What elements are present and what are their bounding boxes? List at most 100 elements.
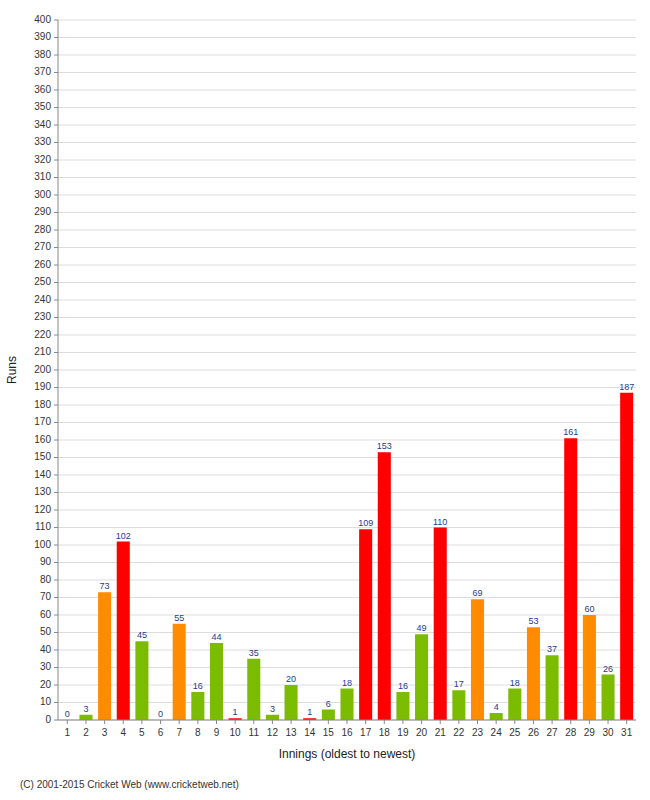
y-tick-label: 380 xyxy=(34,49,51,60)
grid-line xyxy=(58,55,636,56)
x-tick-label: 21 xyxy=(435,727,447,738)
x-tick xyxy=(272,720,273,724)
grid-line xyxy=(58,212,636,213)
bar xyxy=(285,685,298,720)
data-label: 73 xyxy=(100,581,110,591)
grid-line xyxy=(58,597,636,598)
x-tick-label: 8 xyxy=(195,727,201,738)
y-tick-label: 80 xyxy=(40,574,52,585)
bar xyxy=(191,692,204,720)
x-tick xyxy=(421,720,422,724)
grid xyxy=(58,20,636,720)
x-tick-label: 10 xyxy=(230,727,242,738)
y-tick-label: 170 xyxy=(34,416,51,427)
y-tick xyxy=(54,510,58,511)
grid-line xyxy=(58,720,636,721)
x-tick-label: 9 xyxy=(214,727,220,738)
y-tick-label: 320 xyxy=(34,154,51,165)
y-tick-label: 180 xyxy=(34,399,51,410)
y-tick xyxy=(54,720,58,721)
data-label: 110 xyxy=(433,517,447,527)
x-tick xyxy=(85,720,86,724)
bar xyxy=(471,599,484,720)
x-tick-label: 6 xyxy=(158,727,164,738)
y-tick-label: 360 xyxy=(34,84,51,95)
grid-line xyxy=(58,405,636,406)
y-tick xyxy=(54,72,58,73)
x-tick-label: 30 xyxy=(602,727,614,738)
y-tick xyxy=(54,440,58,441)
x-tick-label: 31 xyxy=(621,727,633,738)
data-label: 153 xyxy=(377,441,392,451)
y-tick xyxy=(54,212,58,213)
x-tick xyxy=(440,720,441,724)
data-label: 35 xyxy=(249,648,259,658)
y-tick-label: 100 xyxy=(34,539,51,550)
y-tick xyxy=(54,90,58,91)
x-tick xyxy=(291,720,292,724)
grid-line xyxy=(58,317,636,318)
grid-line xyxy=(58,230,636,231)
x-tick xyxy=(514,720,515,724)
x-tick xyxy=(67,720,68,724)
y-tick xyxy=(54,195,58,196)
y-tick xyxy=(54,370,58,371)
data-label: 60 xyxy=(584,604,594,614)
x-tick-label: 13 xyxy=(286,727,298,738)
y-tick xyxy=(54,142,58,143)
x-tick-label: 12 xyxy=(267,727,279,738)
grid-line xyxy=(58,335,636,336)
data-label: 6 xyxy=(326,699,331,709)
grid-line xyxy=(58,492,636,493)
y-tick-label: 220 xyxy=(34,329,51,340)
y-tick xyxy=(54,55,58,56)
y-tick xyxy=(54,580,58,581)
y-tick xyxy=(54,527,58,528)
y-tick xyxy=(54,230,58,231)
grid-line xyxy=(58,195,636,196)
y-axis-label: Runs xyxy=(5,356,19,384)
grid-line xyxy=(58,177,636,178)
bar xyxy=(434,528,447,721)
grid-line xyxy=(58,475,636,476)
y-tick-label: 130 xyxy=(34,486,51,497)
x-tick-label: 1 xyxy=(65,727,71,738)
data-label: 69 xyxy=(473,588,483,598)
x-tick xyxy=(235,720,236,724)
data-label: 55 xyxy=(174,613,184,623)
y-tick-label: 330 xyxy=(34,136,51,147)
x-tick xyxy=(384,720,385,724)
y-tick-label: 390 xyxy=(34,31,51,42)
y-tick xyxy=(54,300,58,301)
y-tick-label: 370 xyxy=(34,66,51,77)
y-tick xyxy=(54,405,58,406)
x-tick-label: 24 xyxy=(491,727,503,738)
x-tick xyxy=(458,720,459,724)
x-tick-label: 2 xyxy=(83,727,89,738)
x-tick xyxy=(253,720,254,724)
y-tick-label: 230 xyxy=(34,311,51,322)
x-tick xyxy=(496,720,497,724)
y-tick-label: 10 xyxy=(40,696,52,707)
data-label: 0 xyxy=(65,709,70,719)
y-tick-label: 290 xyxy=(34,206,51,217)
y-tick-label: 350 xyxy=(34,101,51,112)
data-label: 49 xyxy=(417,623,427,633)
x-tick xyxy=(123,720,124,724)
grid-line xyxy=(58,300,636,301)
bars xyxy=(79,393,633,720)
y-tick-label: 150 xyxy=(34,451,51,462)
grid-line xyxy=(58,422,636,423)
y-tick xyxy=(54,107,58,108)
x-tick xyxy=(570,720,571,724)
x-tick xyxy=(402,720,403,724)
x-tick-label: 14 xyxy=(304,727,316,738)
y-tick-label: 240 xyxy=(34,294,51,305)
x-tick xyxy=(104,720,105,724)
bar xyxy=(135,641,148,720)
x-tick-label: 20 xyxy=(416,727,428,738)
data-label: 16 xyxy=(398,681,408,691)
y-tick-label: 0 xyxy=(45,714,51,725)
footer-note: (C) 2001-2015 Cricket Web (www.cricketwe… xyxy=(20,779,239,790)
y-tick xyxy=(54,317,58,318)
